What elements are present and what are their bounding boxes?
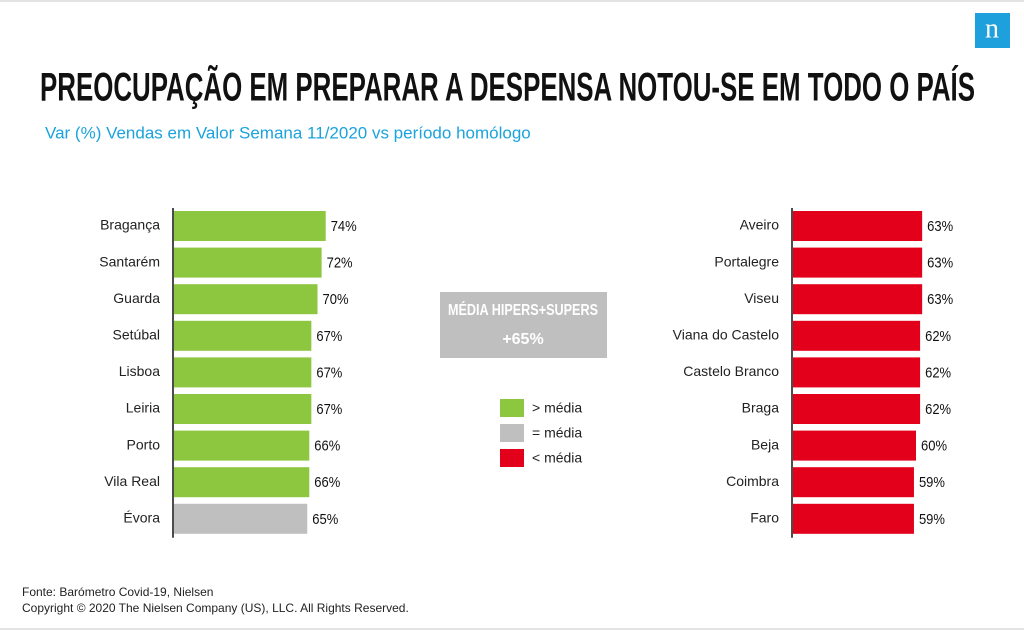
value-label: 62%: [925, 364, 951, 381]
bar: [174, 320, 312, 351]
footer-copyright: Copyright © 2020 The Nielsen Company (US…: [22, 601, 409, 615]
value-label: 63%: [927, 255, 953, 272]
category-label: Faro: [750, 510, 779, 526]
value-label: 70%: [323, 291, 349, 308]
average-label: MÉDIA HIPERS+SUPERS: [448, 300, 598, 319]
category-label: Guarda: [113, 290, 160, 306]
bar: [793, 357, 921, 388]
category-label: Lisboa: [119, 363, 160, 379]
value-label: 74%: [331, 218, 357, 235]
value-label: 67%: [316, 328, 342, 345]
subtitle: Var (%) Vendas em Valor Semana 11/2020 v…: [45, 123, 531, 142]
bar: [793, 284, 923, 315]
value-label: 67%: [316, 364, 342, 381]
category-label: Évora: [123, 510, 160, 526]
bar: [793, 394, 921, 424]
logo: n: [985, 13, 999, 44]
category-label: Castelo Branco: [683, 363, 779, 379]
logo-box: [975, 13, 1010, 48]
bar: [793, 211, 923, 241]
category-label: Coimbra: [726, 473, 779, 489]
category-label: Setúbal: [113, 327, 160, 343]
value-label: 66%: [314, 474, 340, 491]
value-label: 65%: [312, 511, 338, 528]
bar: [174, 357, 312, 388]
category-label: Braga: [742, 400, 780, 416]
bar: [793, 320, 921, 351]
value-label: 62%: [925, 328, 951, 345]
category-label: Portalegre: [714, 253, 779, 269]
bar: [174, 284, 318, 315]
category-label: Beja: [751, 436, 779, 452]
legend-swatch: [500, 399, 524, 417]
legend-label: > média: [532, 400, 582, 416]
bar: [174, 247, 322, 278]
footer-source: Fonte: Barómetro Covid-19, Nielsen: [22, 585, 213, 599]
category-label: Vila Real: [104, 473, 160, 489]
bar: [793, 247, 923, 278]
value-label: 67%: [316, 401, 342, 418]
value-label: 66%: [314, 438, 340, 455]
legend-label: < média: [532, 450, 582, 466]
value-label: 63%: [927, 218, 953, 235]
category-label: Viseu: [744, 290, 779, 306]
legend-swatch: [500, 424, 524, 442]
value-label: 59%: [919, 474, 945, 491]
category-label: Viana do Castelo: [673, 327, 780, 343]
bar: [793, 503, 914, 534]
bar: [174, 211, 326, 241]
value-label: 63%: [927, 291, 953, 308]
title: PREOCUPAÇÃO EM PREPARAR A DESPENSA NOTOU…: [40, 64, 975, 110]
value-label: 62%: [925, 401, 951, 418]
category-label: Aveiro: [740, 217, 780, 233]
average-box: [440, 292, 607, 358]
value-label: 59%: [919, 511, 945, 528]
legend-swatch: [500, 449, 524, 467]
value-label: 72%: [327, 255, 353, 272]
average-value: +65%: [502, 331, 543, 348]
category-label: Leiria: [126, 400, 160, 416]
value-label: 60%: [921, 438, 947, 455]
category-label: Porto: [127, 436, 161, 452]
bar: [174, 503, 308, 534]
bar: [174, 467, 310, 498]
bar: [793, 467, 914, 498]
legend-label: = média: [532, 425, 582, 441]
bar: [793, 430, 916, 461]
category-label: Santarém: [99, 253, 160, 269]
bar: [174, 394, 312, 424]
category-label: Bragança: [100, 217, 160, 233]
bar: [174, 430, 310, 461]
